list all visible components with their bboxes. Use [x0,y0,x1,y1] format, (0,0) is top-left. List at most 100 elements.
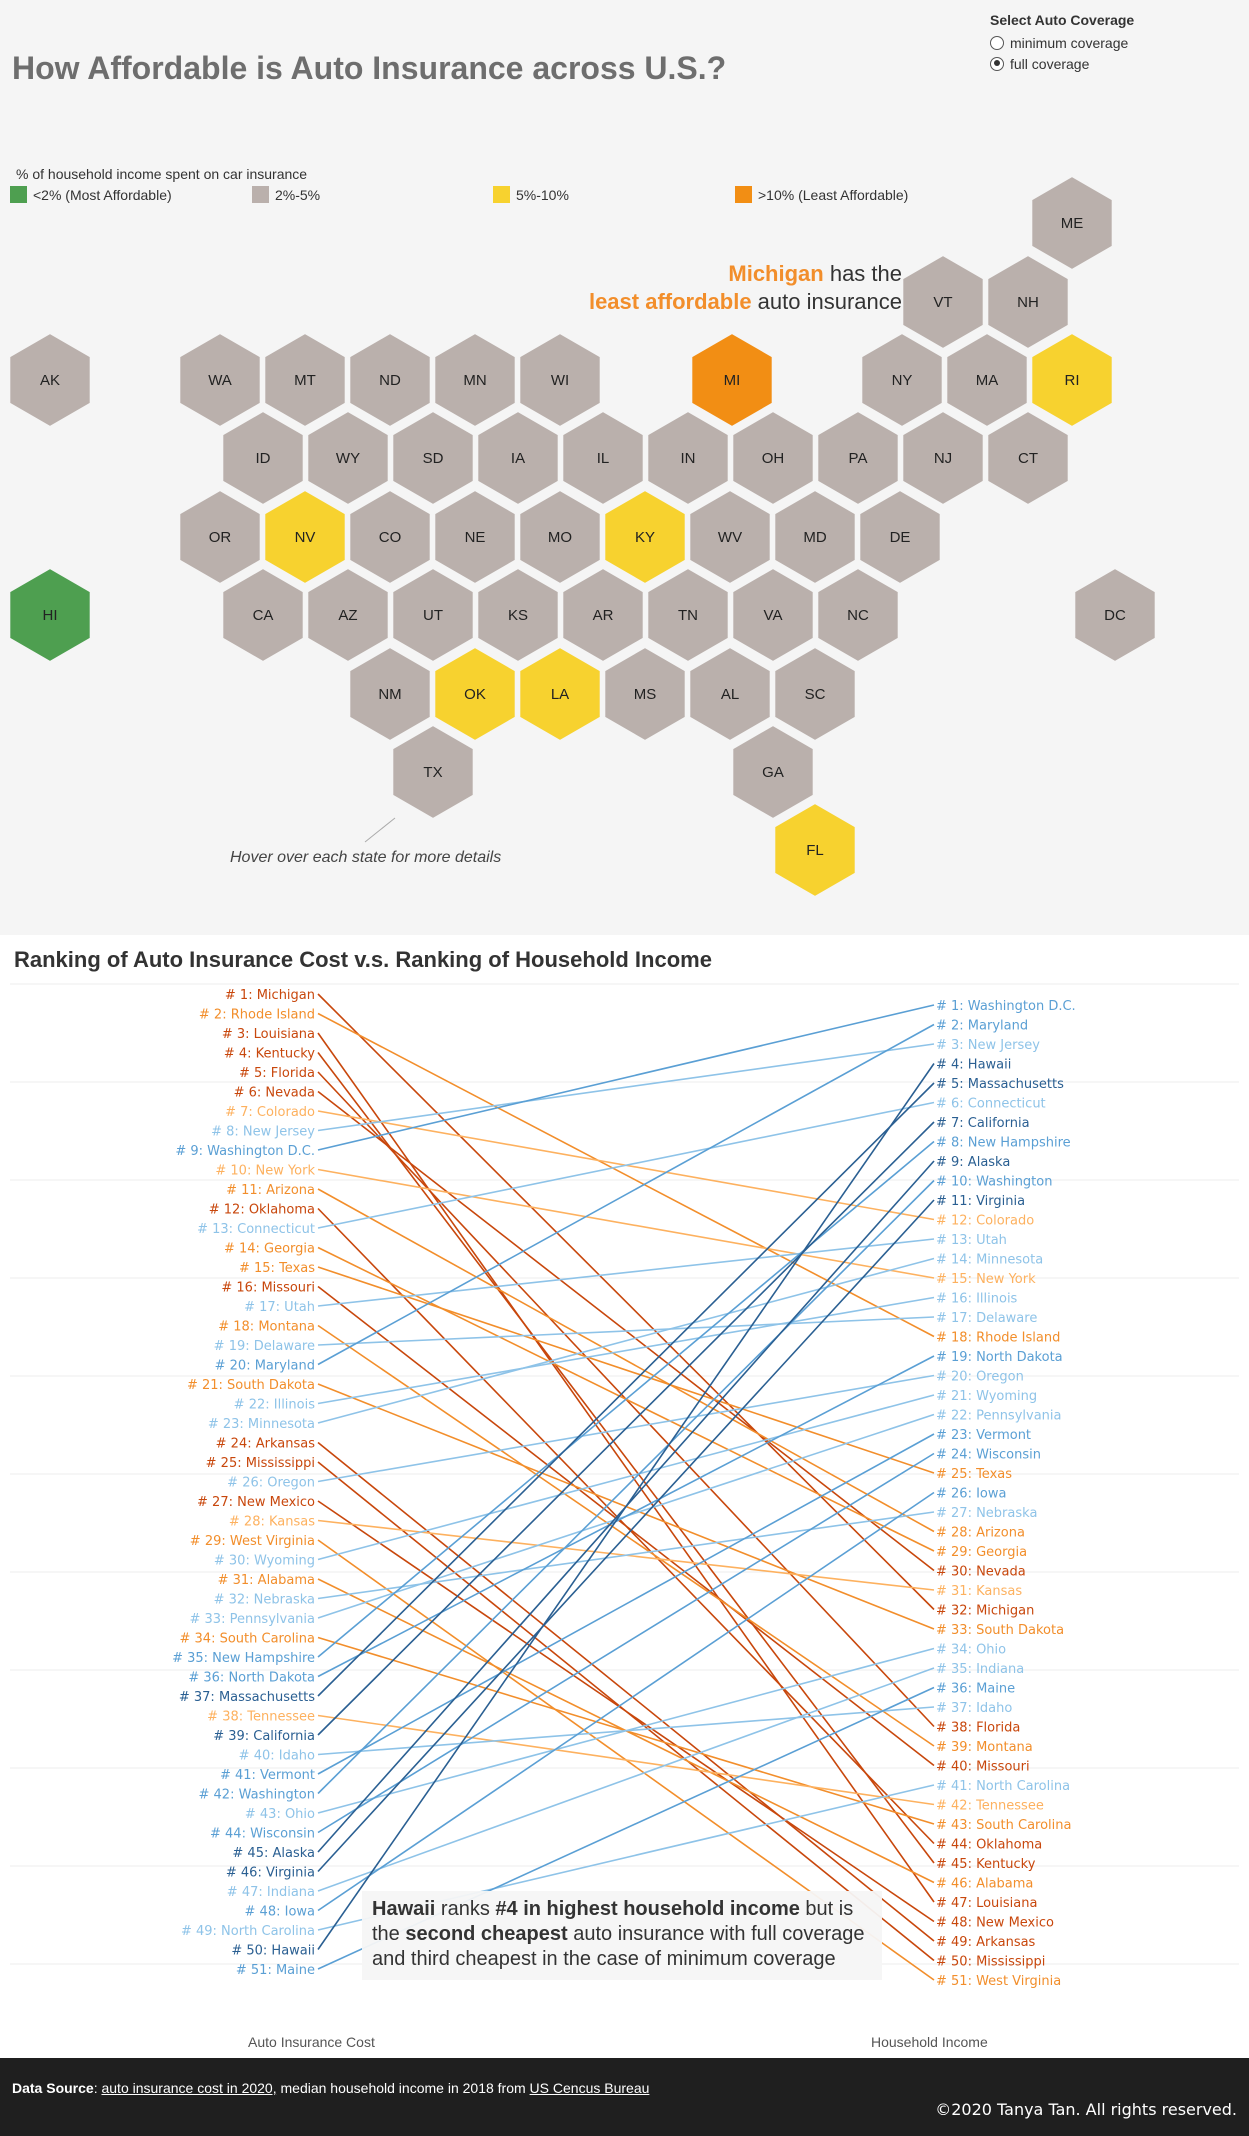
bump-line-maryland[interactable] [317,1023,935,1366]
hex-tile[interactable] [603,645,687,743]
hex-tile[interactable] [306,566,390,664]
hex-tile[interactable] [1030,331,1114,429]
bump-line-louisiana[interactable] [317,1032,935,1903]
census-link[interactable]: US Cencus Bureau [529,2080,650,2096]
hex-state-nc[interactable]: NC [816,566,900,664]
hex-tile[interactable] [986,253,1070,351]
bump-line-vermont[interactable] [317,1433,935,1775]
hex-tile[interactable] [518,645,602,743]
hex-tile[interactable] [391,723,475,821]
bump-line-new-mexico[interactable] [317,1500,935,1923]
hex-state-sd[interactable]: SD [391,409,475,507]
hex-state-ma[interactable]: MA [945,331,1029,429]
hex-state-nv[interactable]: NV [263,488,347,586]
hex-state-va[interactable]: VA [731,566,815,664]
hex-tile[interactable] [348,645,432,743]
hex-tile[interactable] [518,488,602,586]
hex-state-me[interactable]: ME [1030,174,1114,272]
hex-tile[interactable] [561,409,645,507]
bump-line-hawaii[interactable] [317,1063,935,1950]
hex-state-la[interactable]: LA [518,645,602,743]
hex-tile[interactable] [1073,566,1157,664]
hex-state-wi[interactable]: WI [518,331,602,429]
hex-state-mi[interactable]: MI [690,331,774,429]
hex-tile[interactable] [688,645,772,743]
minimum-coverage-option[interactable]: minimum coverage [990,32,1134,53]
hex-state-pa[interactable]: PA [816,409,900,507]
hex-state-vt[interactable]: VT [901,253,985,351]
bump-line-new-hampshire[interactable] [317,1140,935,1658]
bump-line-virginia[interactable] [317,1199,935,1873]
hex-state-mn[interactable]: MN [433,331,517,429]
bump-line-utah[interactable] [317,1238,935,1307]
hex-tile[interactable] [348,488,432,586]
hex-tile[interactable] [263,331,347,429]
hex-state-in[interactable]: IN [646,409,730,507]
hex-tile[interactable] [348,331,432,429]
hex-state-sc[interactable]: SC [773,645,857,743]
hex-state-tn[interactable]: TN [646,566,730,664]
hex-state-ks[interactable]: KS [476,566,560,664]
hex-state-fl[interactable]: FL [773,801,857,899]
bump-line-delaware[interactable] [317,1316,935,1346]
bump-line-massachusetts[interactable] [317,1082,935,1697]
hex-state-az[interactable]: AZ [306,566,390,664]
hex-tile[interactable] [816,566,900,664]
hex-state-ct[interactable]: CT [986,409,1070,507]
hex-state-wa[interactable]: WA [178,331,262,429]
hex-tile[interactable] [773,645,857,743]
hex-state-ny[interactable]: NY [860,331,944,429]
hex-tile[interactable] [603,488,687,586]
hex-tile[interactable] [391,409,475,507]
hex-state-ok[interactable]: OK [433,645,517,743]
hex-state-ga[interactable]: GA [731,723,815,821]
bump-line-michigan[interactable] [317,993,935,1611]
hex-state-wy[interactable]: WY [306,409,390,507]
bump-line-north-dakota[interactable] [317,1355,935,1678]
bump-line-texas[interactable] [317,1266,935,1474]
hex-state-ca[interactable]: CA [221,566,305,664]
bump-line-arizona[interactable] [317,1188,935,1533]
hex-state-nd[interactable]: ND [348,331,432,429]
bump-line-california[interactable] [317,1121,935,1736]
bump-line-new-jersey[interactable] [317,1043,935,1132]
hex-tile[interactable] [433,488,517,586]
hex-state-hi[interactable]: HI [8,566,92,664]
full-coverage-option[interactable]: full coverage [990,53,1134,74]
hex-tile[interactable] [860,331,944,429]
hex-tile[interactable] [1030,174,1114,272]
hex-tile[interactable] [646,409,730,507]
hex-state-wv[interactable]: WV [688,488,772,586]
hex-state-nh[interactable]: NH [986,253,1070,351]
hex-tile[interactable] [945,331,1029,429]
hex-tile[interactable] [178,488,262,586]
hex-tile[interactable] [391,566,475,664]
hex-state-ut[interactable]: UT [391,566,475,664]
insurance-source-link[interactable]: auto insurance cost in 2020, [101,2080,277,2096]
hex-state-tx[interactable]: TX [391,723,475,821]
hex-tile[interactable] [731,723,815,821]
hex-tile[interactable] [858,488,942,586]
hex-tile[interactable] [476,409,560,507]
bump-line-missouri[interactable] [317,1285,935,1767]
hex-tile[interactable] [221,409,305,507]
bump-line-new-york[interactable] [317,1168,935,1279]
bump-line-indiana[interactable] [317,1667,935,1892]
hex-state-nm[interactable]: NM [348,645,432,743]
full-coverage-radio[interactable] [990,56,1004,71]
bump-line-wyoming[interactable] [317,1394,935,1561]
hex-tile[interactable] [901,253,985,351]
hex-state-nj[interactable]: NJ [901,409,985,507]
hex-tile[interactable] [178,331,262,429]
hex-state-co[interactable]: CO [348,488,432,586]
hex-state-md[interactable]: MD [773,488,857,586]
hex-state-de[interactable]: DE [858,488,942,586]
hex-state-ky[interactable]: KY [603,488,687,586]
hex-tile[interactable] [8,331,92,429]
bump-line-connecticut[interactable] [317,1101,935,1229]
hex-state-il[interactable]: IL [561,409,645,507]
hex-tile[interactable] [731,566,815,664]
hex-tile[interactable] [221,566,305,664]
hex-state-oh[interactable]: OH [731,409,815,507]
hex-tile[interactable] [433,645,517,743]
